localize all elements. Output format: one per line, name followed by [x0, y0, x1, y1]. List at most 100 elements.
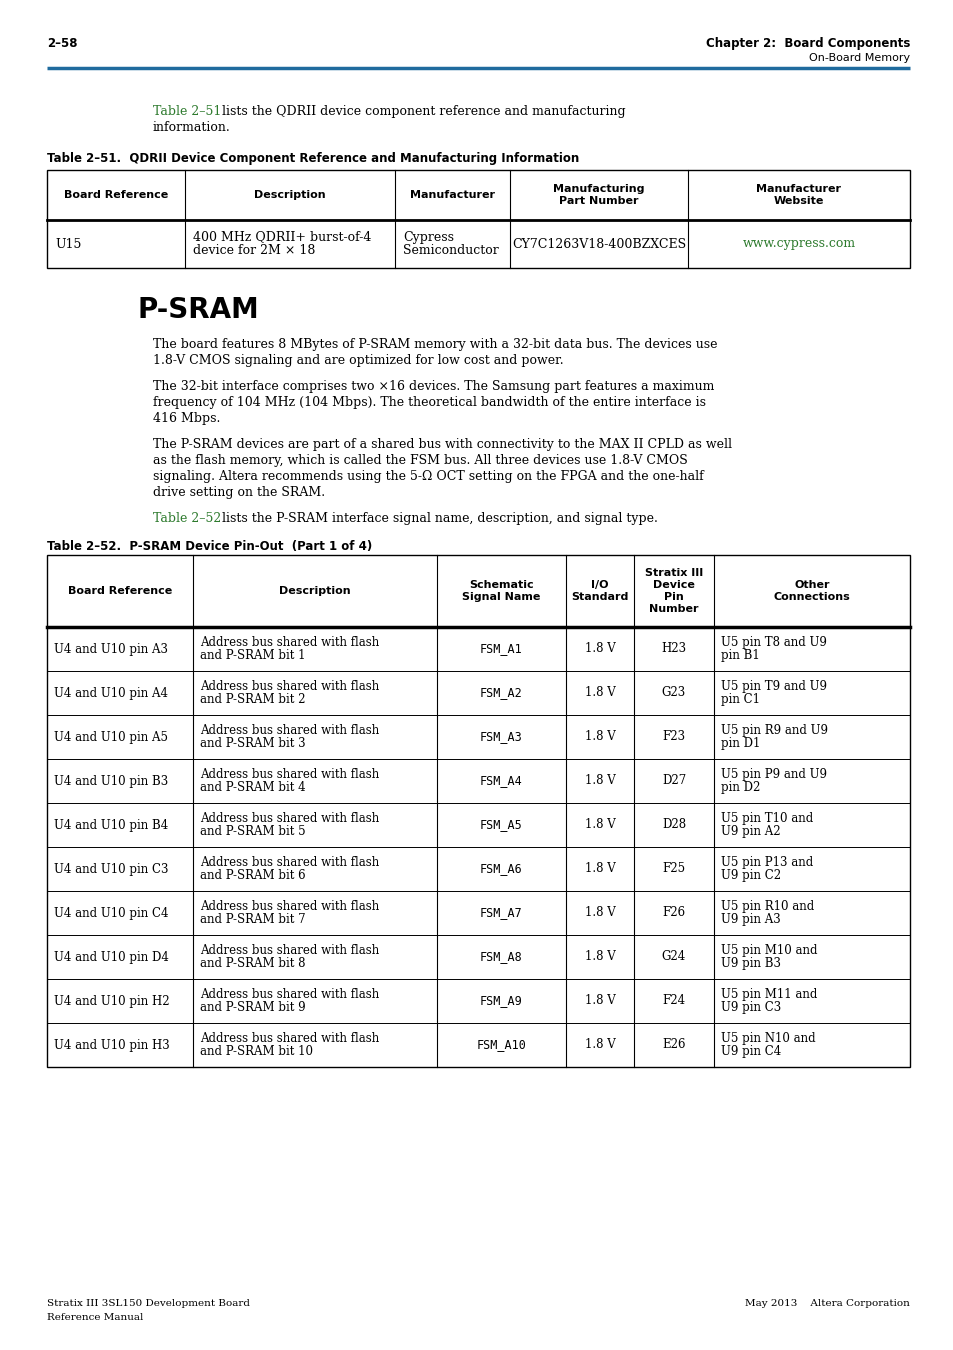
Text: Website: Website [773, 196, 823, 207]
Text: frequency of 104 MHz (104 Mbps). The theoretical bandwidth of the entire interfa: frequency of 104 MHz (104 Mbps). The the… [152, 396, 705, 409]
Text: F24: F24 [661, 995, 685, 1007]
Text: 1.8 V: 1.8 V [584, 1038, 615, 1052]
Text: U9 pin A3: U9 pin A3 [720, 913, 780, 926]
Text: and P-SRAM bit 10: and P-SRAM bit 10 [200, 1045, 313, 1058]
Text: Table 2–51: Table 2–51 [152, 105, 221, 117]
Text: U4 and U10 pin A3: U4 and U10 pin A3 [54, 643, 168, 656]
Text: Connections: Connections [773, 593, 849, 602]
Text: Manufacturing: Manufacturing [553, 184, 644, 194]
Text: 416 Mbps.: 416 Mbps. [152, 412, 220, 425]
Text: U4 and U10 pin B4: U4 and U10 pin B4 [54, 818, 168, 832]
Text: U4 and U10 pin C3: U4 and U10 pin C3 [54, 863, 169, 876]
Bar [47, 170, 909, 269]
Text: Address bus shared with flash: Address bus shared with flash [200, 768, 379, 782]
Text: lists the QDRII device component reference and manufacturing: lists the QDRII device component referen… [218, 105, 625, 117]
Text: H23: H23 [660, 643, 686, 656]
Text: U4 and U10 pin H2: U4 and U10 pin H2 [54, 995, 170, 1007]
Text: Other: Other [794, 580, 829, 590]
Text: www.cypress.com: www.cypress.com [741, 238, 855, 251]
Text: FSM_A2: FSM_A2 [479, 687, 522, 699]
Text: U4 and U10 pin A4: U4 and U10 pin A4 [54, 687, 168, 699]
Text: 1.8 V: 1.8 V [584, 906, 615, 919]
Text: FSM_A5: FSM_A5 [479, 818, 522, 832]
Text: U4 and U10 pin C4: U4 and U10 pin C4 [54, 906, 169, 919]
Text: Stratix III 3SL150 Development Board: Stratix III 3SL150 Development Board [47, 1299, 250, 1308]
Text: Table 2–51.  QDRII Device Component Reference and Manufacturing Information: Table 2–51. QDRII Device Component Refer… [47, 153, 578, 165]
Text: as the flash memory, which is called the FSM bus. All three devices use 1.8-V CM: as the flash memory, which is called the… [152, 454, 687, 467]
Text: May 2013    Altera Corporation: May 2013 Altera Corporation [744, 1299, 909, 1308]
Text: FSM_A6: FSM_A6 [479, 863, 522, 876]
Text: FSM_A10: FSM_A10 [476, 1038, 526, 1052]
Text: FSM_A3: FSM_A3 [479, 730, 522, 744]
Text: U4 and U10 pin B3: U4 and U10 pin B3 [54, 775, 168, 787]
Text: Address bus shared with flash: Address bus shared with flash [200, 724, 379, 737]
Text: U9 pin B3: U9 pin B3 [720, 957, 781, 971]
Text: 400 MHz QDRII+ burst-of-4: 400 MHz QDRII+ burst-of-4 [193, 231, 371, 243]
Text: Chapter 2:  Board Components: Chapter 2: Board Components [705, 36, 909, 50]
Text: 2–58: 2–58 [47, 36, 77, 50]
Text: U4 and U10 pin H3: U4 and U10 pin H3 [54, 1038, 170, 1052]
Text: Address bus shared with flash: Address bus shared with flash [200, 636, 379, 649]
Text: Number: Number [649, 603, 698, 614]
Text: Manufacturer: Manufacturer [410, 190, 495, 200]
Text: 1.8 V: 1.8 V [584, 775, 615, 787]
Text: U5 pin P13 and: U5 pin P13 and [720, 856, 812, 869]
Text: 1.8 V: 1.8 V [584, 687, 615, 699]
Text: F23: F23 [661, 730, 685, 744]
Text: pin C1: pin C1 [720, 693, 760, 706]
Text: Address bus shared with flash: Address bus shared with flash [200, 944, 379, 957]
Text: pin D2: pin D2 [720, 782, 760, 794]
Text: U9 pin C2: U9 pin C2 [720, 869, 781, 882]
Text: pin B1: pin B1 [720, 649, 759, 662]
Text: On-Board Memory: On-Board Memory [808, 53, 909, 63]
Text: Cypress: Cypress [402, 231, 454, 243]
Text: The board features 8 MBytes of P-SRAM memory with a 32-bit data bus. The devices: The board features 8 MBytes of P-SRAM me… [152, 338, 717, 351]
Text: 1.8 V: 1.8 V [584, 950, 615, 964]
Text: 1.8 V: 1.8 V [584, 818, 615, 832]
Text: and P-SRAM bit 2: and P-SRAM bit 2 [200, 693, 305, 706]
Text: U5 pin T8 and U9: U5 pin T8 and U9 [720, 636, 826, 649]
Text: U4 and U10 pin A5: U4 and U10 pin A5 [54, 730, 168, 744]
Text: information.: information. [152, 122, 231, 134]
Text: Address bus shared with flash: Address bus shared with flash [200, 680, 379, 693]
Text: Table 2–52.  P-SRAM Device Pin-Out  (Part 1 of 4): Table 2–52. P-SRAM Device Pin-Out (Part … [47, 540, 372, 553]
Text: 1.8-V CMOS signaling and are optimized for low cost and power.: 1.8-V CMOS signaling and are optimized f… [152, 354, 563, 367]
Text: pin D1: pin D1 [720, 737, 760, 751]
Text: Address bus shared with flash: Address bus shared with flash [200, 811, 379, 825]
Text: and P-SRAM bit 5: and P-SRAM bit 5 [200, 825, 305, 838]
Text: U5 pin M11 and: U5 pin M11 and [720, 988, 817, 1000]
Text: U15: U15 [55, 238, 81, 251]
Text: Description: Description [279, 586, 351, 595]
Text: and P-SRAM bit 3: and P-SRAM bit 3 [200, 737, 305, 751]
Text: drive setting on the SRAM.: drive setting on the SRAM. [152, 486, 325, 500]
Text: Reference Manual: Reference Manual [47, 1314, 143, 1322]
Text: signaling. Altera recommends using the 5-Ω OCT setting on the FPGA and the one-h: signaling. Altera recommends using the 5… [152, 470, 703, 483]
Text: CY7C1263V18-400BZXCES: CY7C1263V18-400BZXCES [512, 238, 685, 251]
Bar [47, 555, 909, 1066]
Text: U5 pin R10 and: U5 pin R10 and [720, 900, 814, 913]
Text: D27: D27 [661, 775, 685, 787]
Text: Address bus shared with flash: Address bus shared with flash [200, 1031, 379, 1045]
Text: and P-SRAM bit 9: and P-SRAM bit 9 [200, 1000, 305, 1014]
Text: U9 pin A2: U9 pin A2 [720, 825, 780, 838]
Text: and P-SRAM bit 8: and P-SRAM bit 8 [200, 957, 305, 971]
Text: U5 pin R9 and U9: U5 pin R9 and U9 [720, 724, 827, 737]
Text: U4 and U10 pin D4: U4 and U10 pin D4 [54, 950, 169, 964]
Text: Address bus shared with flash: Address bus shared with flash [200, 900, 379, 913]
Text: Stratix III: Stratix III [644, 568, 702, 578]
Text: Description: Description [253, 190, 326, 200]
Text: U5 pin N10 and: U5 pin N10 and [720, 1031, 815, 1045]
Text: Address bus shared with flash: Address bus shared with flash [200, 856, 379, 869]
Text: FSM_A7: FSM_A7 [479, 906, 522, 919]
Text: device for 2M × 18: device for 2M × 18 [193, 244, 315, 258]
Text: FSM_A4: FSM_A4 [479, 775, 522, 787]
Text: FSM_A1: FSM_A1 [479, 643, 522, 656]
Text: Standard: Standard [571, 593, 628, 602]
Text: P-SRAM: P-SRAM [138, 296, 259, 324]
Text: Device: Device [653, 580, 694, 590]
Text: Board Reference: Board Reference [64, 190, 168, 200]
Text: Schematic: Schematic [469, 580, 534, 590]
Text: I/O: I/O [591, 580, 608, 590]
Text: U5 pin T10 and: U5 pin T10 and [720, 811, 812, 825]
Text: Board Reference: Board Reference [68, 586, 172, 595]
